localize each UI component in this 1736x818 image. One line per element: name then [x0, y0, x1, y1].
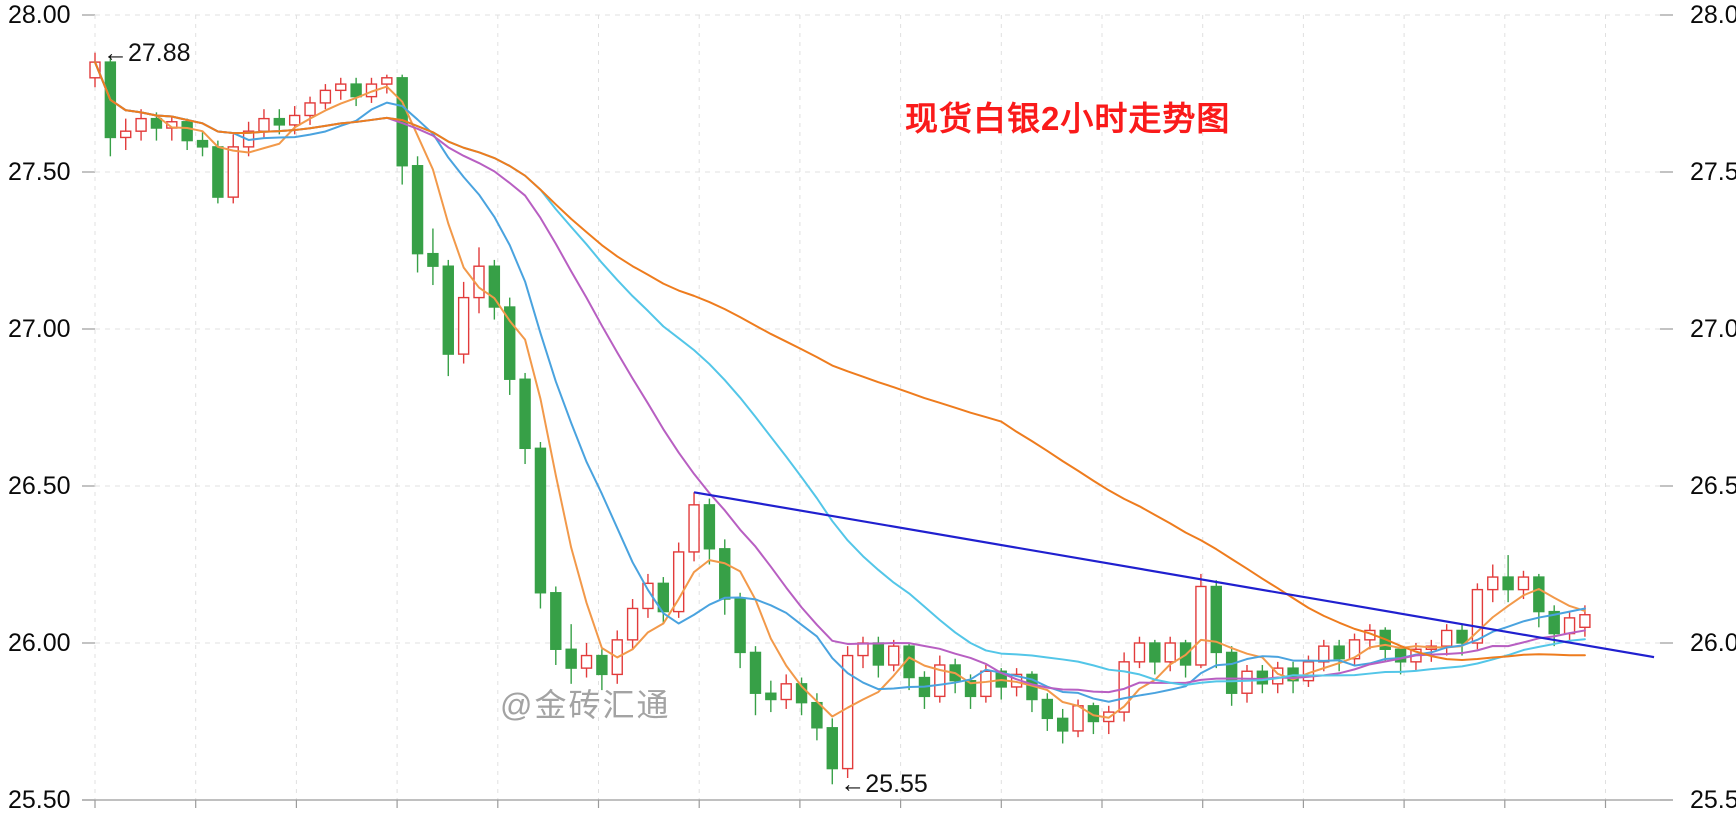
candle-body — [1548, 610, 1560, 635]
y-axis-label: 28.00 — [1690, 1, 1736, 29]
candle-body — [1456, 629, 1468, 644]
y-axis-label: 27.00 — [1690, 315, 1736, 343]
candle-body — [350, 83, 362, 98]
candle-body — [120, 130, 132, 139]
candle-body — [1195, 585, 1207, 666]
candle-body — [964, 679, 977, 698]
ma-line-ma10 — [94, 61, 1586, 703]
y-axis-label: 26.50 — [1690, 472, 1736, 500]
candle-body — [212, 146, 224, 198]
chart-title: 现货白银2小时走势图 — [905, 100, 1231, 137]
candle-body — [258, 117, 270, 132]
candle-body — [181, 121, 193, 142]
candle-body — [811, 701, 823, 729]
candle-body — [288, 114, 301, 126]
candle-body — [534, 447, 547, 594]
candle-body — [719, 548, 731, 600]
candle-body — [596, 654, 608, 676]
y-axis-label: 27.50 — [8, 158, 71, 186]
candle-body — [411, 165, 424, 255]
candle-body — [1149, 642, 1161, 663]
candle-body — [1487, 576, 1499, 591]
candle-body — [196, 139, 209, 148]
candle-body — [980, 670, 992, 698]
candle-body — [1072, 705, 1084, 732]
y-axis-left: 28.00 27.50 27.00 26.50 26.00 25.50 — [8, 0, 80, 818]
candle-body — [1502, 576, 1514, 591]
watermark: @金砖汇通 — [500, 687, 671, 723]
ma-line-ma60 — [94, 61, 1586, 661]
candle-body — [1210, 585, 1222, 654]
candle-body — [1517, 576, 1530, 591]
y-axis-label: 26.00 — [8, 629, 71, 657]
candle-body — [135, 117, 147, 132]
trendline — [693, 491, 1655, 659]
candle-body — [1225, 651, 1238, 694]
candle-body — [1133, 642, 1146, 663]
candle-body — [1241, 670, 1253, 694]
candle-body — [1056, 717, 1069, 732]
y-axis-right: 28.00 27.50 27.00 26.50 26.00 25.50 — [1690, 0, 1736, 818]
candle-body — [1087, 705, 1100, 723]
ma-line-ma5 — [94, 61, 1586, 719]
candle-body — [1333, 645, 1345, 660]
candle-body — [304, 102, 316, 117]
candle-body — [580, 654, 593, 669]
low-annotation: ←25.55 — [840, 770, 928, 799]
candle-body — [765, 692, 777, 701]
candle-body — [703, 504, 716, 550]
y-axis-label: 26.00 — [1690, 629, 1736, 657]
y-axis-label: 28.00 — [8, 1, 71, 29]
y-axis-label: 25.50 — [1690, 786, 1736, 814]
candle-body — [841, 654, 854, 770]
candle-body — [1394, 648, 1407, 663]
candle-body — [872, 642, 885, 666]
ma-line-ma30 — [94, 61, 1586, 686]
candle-body — [1041, 698, 1054, 720]
candle-body — [1256, 670, 1269, 685]
candle-body — [1533, 576, 1545, 613]
ma-line-ma20 — [94, 61, 1586, 694]
candle-body — [1563, 617, 1576, 635]
candle-body — [335, 83, 347, 92]
candle-body — [672, 551, 685, 613]
candle-body — [504, 306, 516, 380]
candle-body — [550, 592, 562, 650]
candle-body — [488, 265, 501, 308]
candle-body — [273, 117, 286, 126]
candle-body — [888, 645, 900, 666]
candle-body — [150, 117, 163, 129]
candle-body — [1348, 639, 1361, 660]
candle-body — [442, 265, 454, 355]
y-axis-label: 27.00 — [8, 315, 71, 343]
candle-body — [565, 648, 577, 669]
y-axis-label: 25.50 — [8, 786, 71, 814]
candle-body — [734, 598, 746, 654]
candle-body — [1579, 614, 1591, 628]
candle-body — [1318, 645, 1330, 663]
candle-body — [857, 642, 869, 657]
candle-body — [749, 651, 762, 694]
candle-body — [427, 252, 439, 267]
candle-body — [688, 504, 700, 553]
candle-body — [780, 683, 792, 701]
candle-body — [1471, 588, 1484, 644]
candle-body — [519, 378, 531, 450]
y-axis-label: 27.50 — [1690, 158, 1736, 186]
candle-body — [1164, 642, 1176, 663]
candle-body — [1440, 629, 1453, 647]
candle-body — [381, 77, 393, 85]
candle-body — [934, 664, 946, 698]
y-axis-label: 26.50 — [8, 472, 71, 500]
candle-body — [795, 683, 808, 704]
candle-body — [626, 607, 639, 641]
candle-body — [319, 89, 332, 104]
candle-body — [227, 146, 239, 198]
high-annotation: ←27.88 — [103, 38, 191, 67]
candle-body — [457, 296, 470, 355]
candle-body — [826, 727, 838, 770]
